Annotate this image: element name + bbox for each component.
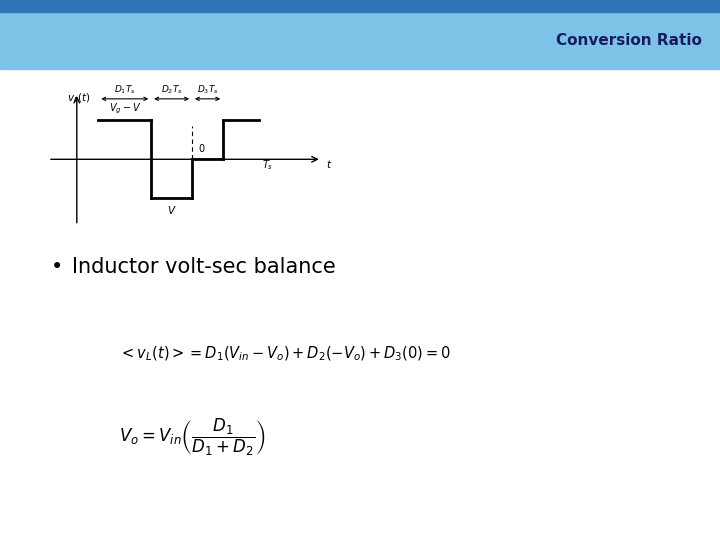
Text: •: • xyxy=(50,257,63,278)
Text: Conversion Ratio: Conversion Ratio xyxy=(556,33,702,48)
Text: $v_L(t)$: $v_L(t)$ xyxy=(67,91,91,105)
Text: $V_g - V$: $V_g - V$ xyxy=(109,101,141,116)
Text: $0$: $0$ xyxy=(198,141,205,153)
Text: $D_3 T_s$: $D_3 T_s$ xyxy=(197,84,219,97)
Text: $T_s$: $T_s$ xyxy=(261,158,273,172)
Bar xyxy=(0,0,720,12)
Text: $< v_L(t) >= D_1(V_{in} - V_o) + D_2(-V_o) + D_3(0) = 0$: $< v_L(t) >= D_1(V_{in} - V_o) + D_2(-V_… xyxy=(119,345,451,363)
Bar xyxy=(0,12,720,69)
Text: $V_o = V_{in}\left(\dfrac{D_1}{D_1 + D_2}\right)$: $V_o = V_{in}\left(\dfrac{D_1}{D_1 + D_2… xyxy=(119,417,266,458)
Text: $D_2 T_s$: $D_2 T_s$ xyxy=(161,84,183,97)
Text: $D_1 T_s$: $D_1 T_s$ xyxy=(114,84,136,97)
Text: $V$: $V$ xyxy=(167,204,176,216)
Text: Inductor volt-sec balance: Inductor volt-sec balance xyxy=(72,257,336,278)
Text: $t$: $t$ xyxy=(326,158,333,170)
